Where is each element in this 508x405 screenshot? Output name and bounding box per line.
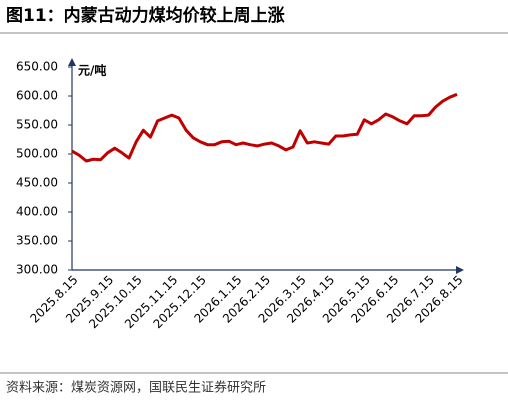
y-unit: 元/吨: [78, 63, 106, 78]
x-arrow: [456, 266, 464, 274]
y-tick-label: 550.00: [16, 118, 58, 132]
y-tick-label: 650.00: [16, 60, 58, 74]
source: 资料来源：煤炭资源网，国联民生证券研究所: [6, 380, 266, 396]
y-tick-label: 350.00: [16, 234, 58, 248]
y-tick-label: 500.00: [16, 147, 58, 161]
y-arrow: [68, 58, 76, 66]
y-tick-label: 600.00: [16, 89, 58, 103]
chart-title: 图11：内蒙古动力煤均价较上周上涨: [6, 5, 285, 26]
y-tick-label: 400.00: [16, 205, 58, 219]
line: [71, 92, 458, 163]
y-tick-label: 300.00: [16, 263, 58, 277]
y-tick-label: 450.00: [16, 176, 58, 190]
